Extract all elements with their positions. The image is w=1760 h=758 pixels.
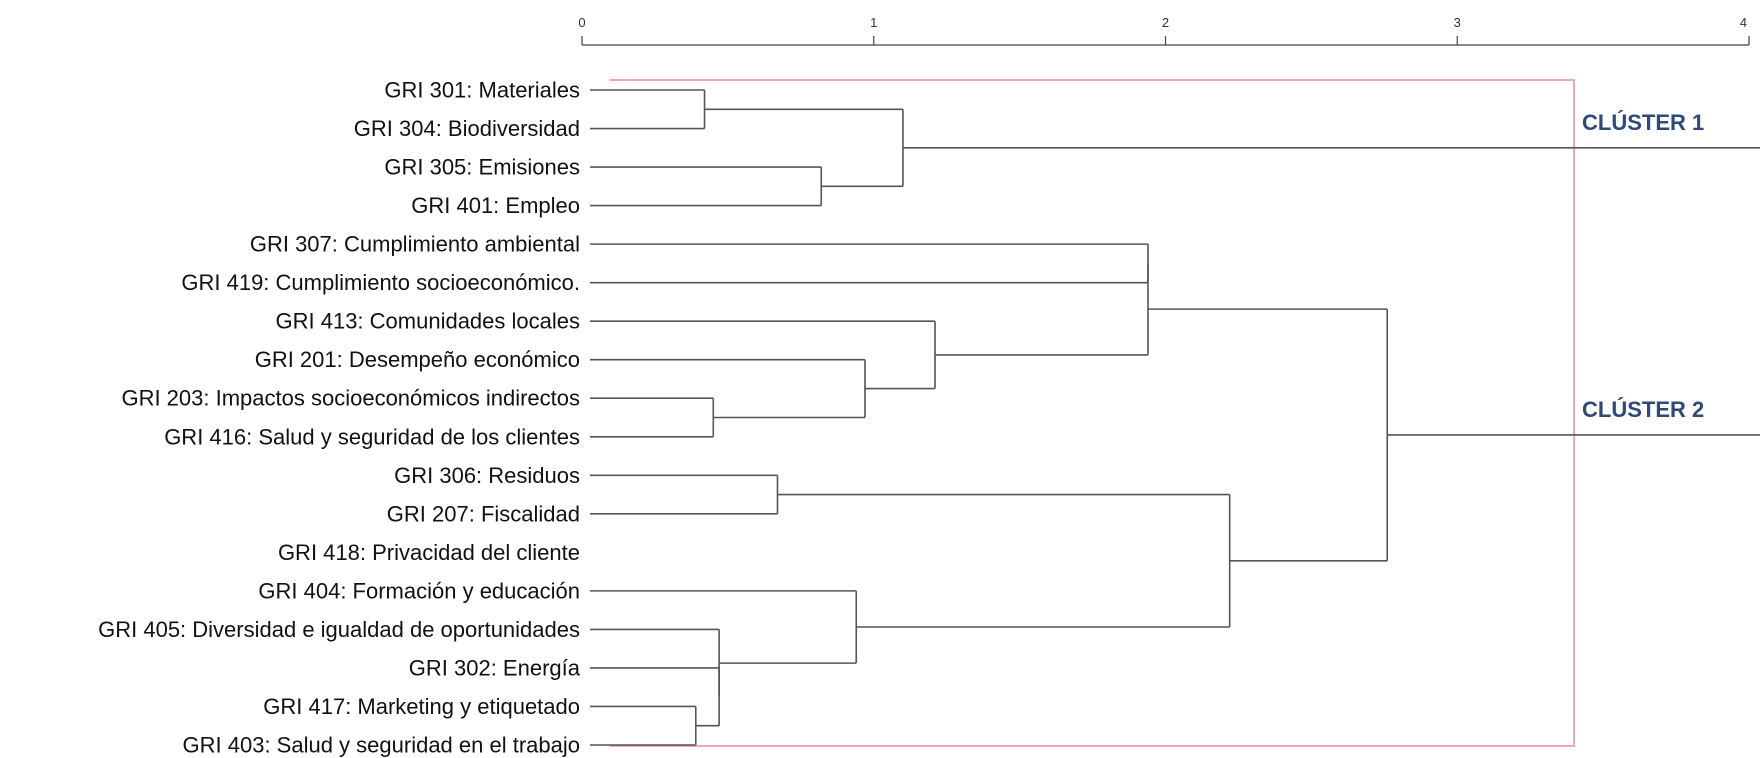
cluster-label: CLÚSTER 1 [1582, 110, 1704, 135]
x-tick-label: 0 [578, 15, 585, 30]
leaf-label: GRI 403: Salud y seguridad en el trabajo [183, 733, 580, 758]
leaf-labels: GRI 301: Materiales GRI 304: Biodiversida… [98, 78, 581, 758]
leaf-label: GRI 307: Cumplimiento ambiental [250, 232, 580, 257]
leaf-label: GRI 305: Emisiones [384, 155, 580, 180]
x-tick-label: 2 [1162, 15, 1169, 30]
x-tick-label: 3 [1454, 15, 1461, 30]
leaf-label: GRI 417: Marketing y etiquetado [263, 694, 580, 719]
leaf-label: GRI 306: Residuos [394, 463, 580, 488]
leaf-label: GRI 302: Energía [409, 655, 581, 680]
leaf-label: GRI 301: Materiales [384, 78, 580, 103]
leaf-label: GRI 418: Privacidad del cliente [278, 540, 580, 565]
leaf-label: GRI 413: Comunidades locales [276, 309, 581, 334]
x-tick-label: 4 [1740, 15, 1747, 30]
leaf-label: GRI 201: Desempeño económico [255, 347, 580, 372]
cluster-labels: CLÚSTER 1 CLÚSTER 2 [1582, 110, 1704, 422]
leaf-label: GRI 405: Diversidad e igualdad de oportu… [98, 617, 580, 642]
leaf-label: GRI 419: Cumplimiento socioeconómico. [181, 270, 580, 295]
cluster-cut-box [610, 79, 1575, 747]
x-tick-label: 1 [870, 15, 877, 30]
x-axis: 0 1 2 3 4 [578, 15, 1750, 46]
dendrogram-links [590, 89, 1760, 746]
cluster-cut-line [610, 79, 1575, 747]
leaf-label: GRI 203: Impactos socioeconómicos indire… [121, 386, 580, 411]
leaf-label: GRI 404: Formación y educación [258, 578, 580, 603]
cluster-label: CLÚSTER 2 [1582, 397, 1704, 422]
leaf-label: GRI 416: Salud y seguridad de los client… [164, 424, 580, 449]
leaf-label: GRI 304: Biodiversidad [354, 116, 580, 141]
leaf-label: GRI 401: Empleo [411, 193, 580, 218]
leaf-label: GRI 207: Fiscalidad [387, 501, 580, 526]
